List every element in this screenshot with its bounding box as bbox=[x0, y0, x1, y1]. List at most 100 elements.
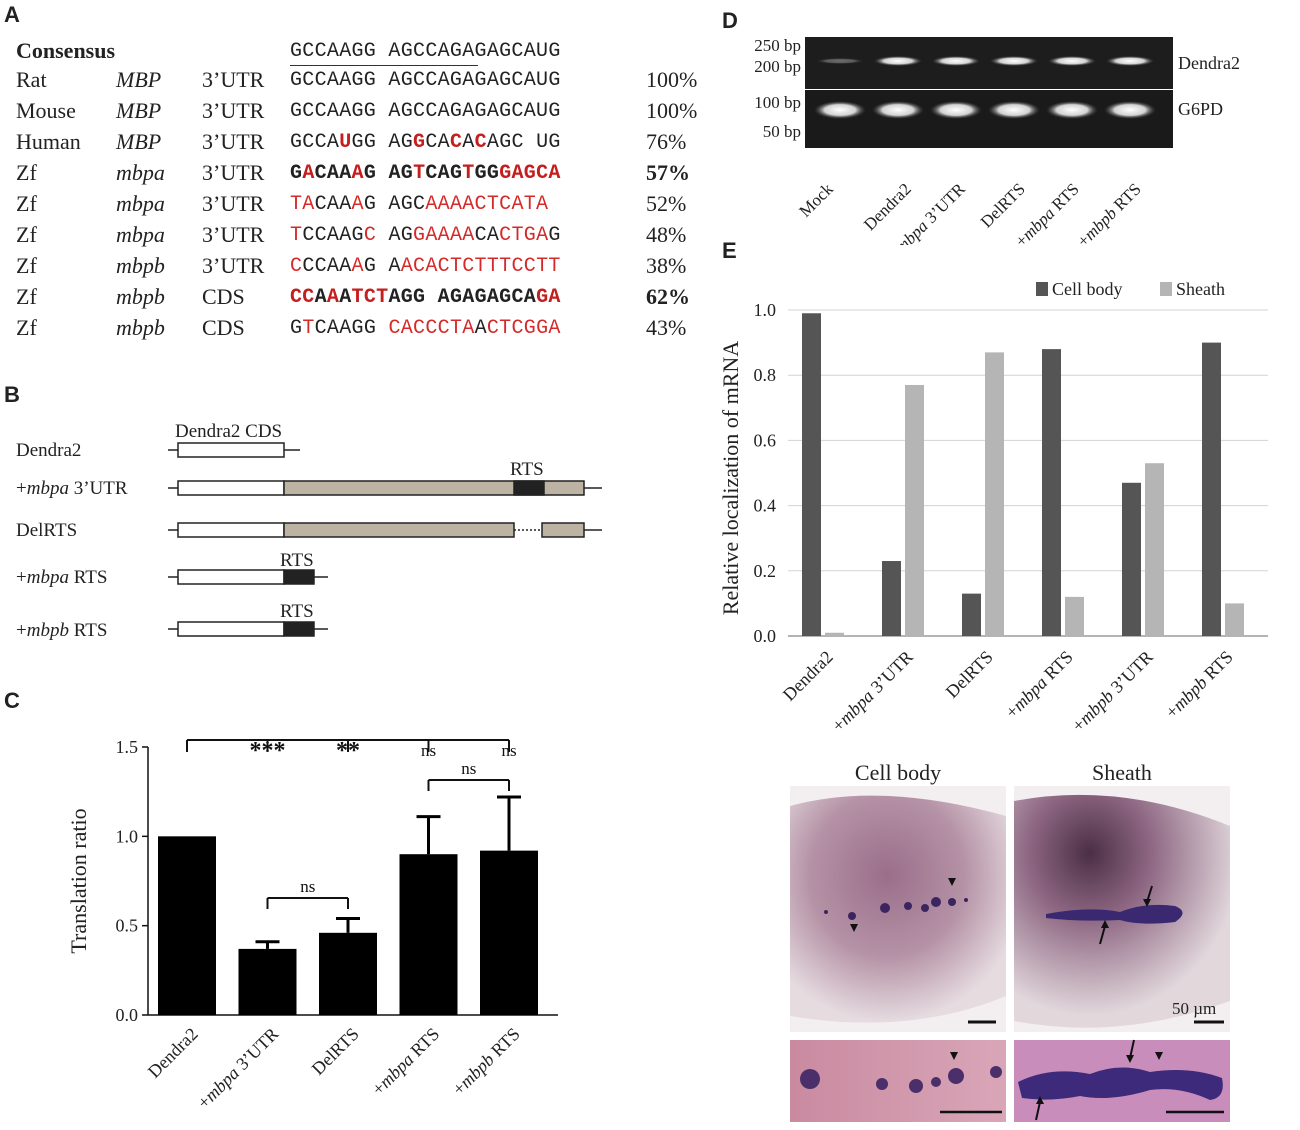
alignment-sequence: TACAAAG AGCAAAACTCATA bbox=[290, 193, 548, 216]
panel-letter-e: E bbox=[722, 238, 737, 263]
sequence-segment: AGC UG bbox=[486, 131, 561, 154]
gel-band-dendra2 bbox=[874, 56, 922, 66]
construct-label-mbpb-rts: +mbpb RTS bbox=[16, 620, 107, 641]
alignment-pct: 38% bbox=[646, 253, 687, 278]
alignment-row: Human MBP 3’UTR GCCAUGG AGGCACACAGC UG 76% bbox=[16, 129, 716, 160]
y-tick-label: 0.8 bbox=[754, 365, 777, 385]
consensus-label: Consensus bbox=[16, 38, 116, 63]
alignment-sequence: TCCAAGC AGGAAAACACTGAG bbox=[290, 224, 561, 247]
gel-band-dendra2 bbox=[816, 58, 864, 64]
y-axis-label: Relative localization of mRNA bbox=[718, 341, 743, 615]
pair-significance-label: ns bbox=[300, 877, 315, 896]
alignment-pct: 62% bbox=[646, 284, 690, 309]
x-tick-label: DelRTS bbox=[308, 1024, 363, 1079]
alignment-sequence: CCAAATCTAGG AGAGAGCAGA bbox=[290, 286, 561, 309]
alignment-region: 3’UTR bbox=[202, 191, 265, 216]
alignment-sequence: GTCAAGG CACCCTAACTCGGA bbox=[290, 317, 561, 340]
alignment-row: Zf mbpa 3’UTR TACAAAG AGCAAAACTCATA 52% bbox=[16, 191, 716, 222]
sequence-segment: C bbox=[474, 131, 487, 154]
x-tick-label: +mbpb RTS bbox=[1161, 647, 1236, 722]
y-tick-label: 0.0 bbox=[116, 1005, 139, 1025]
gel-band-g6pd bbox=[988, 101, 1040, 119]
sequence-segment: C bbox=[290, 255, 303, 278]
alignment-row: Zf mbpb CDS CCAAATCTAGG AGAGAGCAGA 62% bbox=[16, 284, 716, 315]
x-tick-label: Dendra2 bbox=[144, 1024, 202, 1082]
alignment-sequence: GCCAAGG AGCCAGAGAGCAUG bbox=[290, 100, 561, 123]
construct-label-mbpa-utr: +mbpa 3’UTR bbox=[16, 478, 128, 499]
significance-label: ** bbox=[336, 738, 360, 764]
panel-letter-c: C bbox=[4, 688, 20, 713]
bar-sheath bbox=[1065, 596, 1084, 636]
x-tick-label: Dendra2 bbox=[779, 647, 837, 705]
sequence-segment: T bbox=[290, 224, 303, 247]
bar-cell-body bbox=[882, 561, 901, 636]
alignment-sequence: GACAAAG AGTCAGTGGGAGCA bbox=[290, 162, 561, 185]
cds-box bbox=[177, 442, 285, 458]
alignment-gene: mbpb bbox=[116, 284, 165, 309]
gel-band-g6pd bbox=[814, 101, 866, 119]
x-tick-label: +mbpa 3’UTR bbox=[828, 647, 917, 736]
sequence-segment: CA bbox=[474, 224, 500, 247]
alignment-species: Zf bbox=[16, 191, 37, 216]
sequence-segment: AAAACTCATA bbox=[425, 193, 549, 216]
alignment-species: Human bbox=[16, 129, 81, 154]
bar bbox=[399, 854, 458, 1015]
significance-label: ns bbox=[501, 741, 516, 760]
alignment-gene: MBP bbox=[116, 98, 162, 123]
alignment-gene: mbpa bbox=[116, 222, 165, 247]
sequence-segment: A bbox=[314, 286, 327, 309]
alignment-gene: mbpb bbox=[116, 253, 165, 278]
x-tick-label: DelRTS bbox=[942, 647, 997, 702]
sequence-segment: CACCCTA bbox=[388, 317, 475, 340]
construct-label-dendra2: Dendra2 bbox=[16, 440, 81, 461]
scale-label: 50 µm bbox=[1172, 999, 1216, 1018]
sequence-segment: GCCAAGG AGCCAGAGAGCAUG bbox=[290, 69, 561, 92]
sequence-segment: A bbox=[339, 286, 352, 309]
gel-band-g6pd bbox=[872, 101, 924, 119]
bar bbox=[319, 932, 377, 1015]
bar bbox=[238, 948, 297, 1015]
sequence-segment: CAAGG bbox=[314, 317, 389, 340]
alignment-region: 3’UTR bbox=[202, 67, 265, 92]
rts-label-2: RTS bbox=[280, 550, 314, 571]
sequence-segment: AG bbox=[376, 224, 414, 247]
sequence-segment: TA bbox=[290, 193, 315, 216]
sequence-segment: GG AG bbox=[351, 131, 414, 154]
alignment-species: Mouse bbox=[16, 98, 76, 123]
cell-body-zoom bbox=[790, 1040, 1006, 1122]
consensus-sequence: GCCAAGG AGCCAGAGAGCAUG bbox=[290, 40, 561, 63]
x-tick-label: +mbpa 3’UTR bbox=[193, 1024, 282, 1113]
alignment-species: Zf bbox=[16, 253, 37, 278]
sequence-segment: GAAAA bbox=[413, 224, 475, 247]
bar-cell-body bbox=[1122, 482, 1141, 636]
alignment-pct: 52% bbox=[646, 191, 687, 216]
cell-body-title: Cell body bbox=[854, 760, 942, 785]
lane-label-mbpb-rts: +mbpb RTS bbox=[1074, 179, 1145, 245]
sequence-segment: A bbox=[351, 162, 364, 185]
sequence-segment: A bbox=[474, 317, 487, 340]
sequence-segment: CAA bbox=[314, 193, 352, 216]
y-tick-label: 1.0 bbox=[116, 826, 139, 846]
sheath-title: Sheath bbox=[1092, 760, 1152, 785]
sequence-segment: CC bbox=[290, 286, 315, 309]
bar-cell-body bbox=[1202, 342, 1221, 636]
sequence-segment: G AGC bbox=[363, 193, 426, 216]
band-label-dendra2: Dendra2 bbox=[1178, 53, 1240, 73]
sequence-segment: U bbox=[339, 131, 352, 154]
panel-letter-a: A bbox=[4, 2, 20, 27]
alignment-gene: MBP bbox=[116, 129, 162, 154]
legend-label: Cell body bbox=[1052, 279, 1123, 299]
localization-chart: 0.0 0.2 0.4 0.6 0.8 1.0 Relative localization … bbox=[718, 279, 1268, 736]
alignment-region: 3’UTR bbox=[202, 222, 265, 247]
size-label-100: 100 bp bbox=[754, 93, 801, 112]
sequence-segment: CCAA bbox=[302, 255, 352, 278]
size-label-50: 50 bp bbox=[763, 122, 801, 141]
alignment-region: CDS bbox=[202, 284, 245, 309]
alignment-pct: 76% bbox=[646, 129, 687, 154]
bar-cell-body bbox=[802, 313, 821, 636]
alignment-row: Rat MBP 3’UTR GCCAAGG AGCCAGAGAGCAUG 100% bbox=[16, 67, 716, 98]
construct-label-mbpa-rts: +mbpa RTS bbox=[16, 567, 107, 588]
consensus-underline bbox=[290, 65, 478, 66]
legend-swatch bbox=[1036, 282, 1048, 296]
